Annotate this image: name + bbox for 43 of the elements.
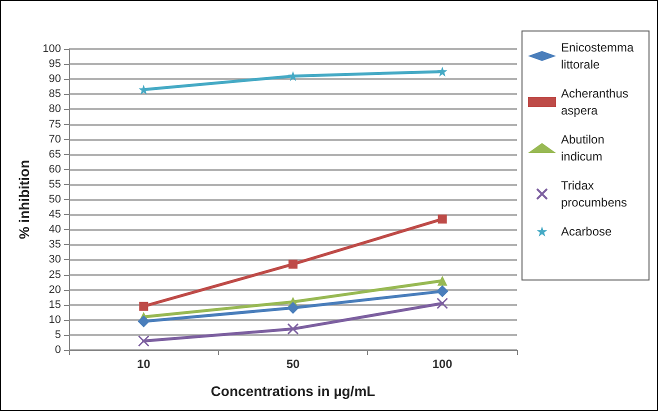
- y-tick-label: 15: [48, 298, 61, 311]
- y-tick-label: 60: [48, 163, 61, 176]
- point: [139, 302, 148, 311]
- point: [287, 323, 299, 335]
- point: [138, 315, 150, 328]
- y-tick-label: 65: [48, 148, 61, 160]
- x-tick-label: 100: [432, 357, 453, 371]
- y-tick-label: 10: [48, 314, 61, 326]
- y-tick-label: 30: [48, 254, 61, 266]
- point: [437, 276, 448, 286]
- point: [436, 298, 448, 310]
- y-tick-label: 5: [54, 328, 61, 341]
- y-tick-label: 70: [48, 133, 61, 146]
- y-tick-label: 40: [48, 224, 61, 236]
- legend-label: Abutilon indicum: [561, 132, 608, 164]
- y-tick-label: 85: [48, 88, 61, 100]
- point: [288, 260, 298, 269]
- y-tick-label: 55: [48, 178, 61, 190]
- y-tick-label: 50: [48, 194, 61, 206]
- y-tick-label: 25: [48, 268, 61, 281]
- point: [438, 214, 447, 224]
- legend-label: Enicostemma littorale: [561, 40, 638, 72]
- legend-label: Acheranthus aspera: [561, 86, 632, 118]
- y-tick-label: 90: [48, 73, 61, 86]
- y-tick-label: 100: [42, 43, 61, 55]
- y-axis-title: % inhibition: [16, 160, 32, 240]
- y-tick-label: 95: [48, 58, 61, 70]
- point: [138, 335, 150, 347]
- x-axis-title: Concentrations in µg/mL: [210, 383, 376, 399]
- legend-label: Acarbose: [561, 224, 612, 238]
- y-tick-label: 0: [54, 344, 61, 356]
- y-tick-label: 45: [48, 208, 61, 221]
- y-tick-label: 20: [48, 284, 61, 296]
- point: [287, 302, 299, 314]
- point: [437, 66, 448, 77]
- legend-label: Tridax procumbens: [561, 178, 628, 210]
- x-tick-label: 10: [136, 357, 151, 371]
- x-tick-label: 50: [286, 357, 300, 371]
- y-tick-label: 35: [48, 238, 61, 251]
- y-tick-label: 75: [48, 118, 61, 130]
- point: [288, 71, 298, 82]
- point: [436, 285, 448, 298]
- y-tick-label: 80: [48, 103, 61, 116]
